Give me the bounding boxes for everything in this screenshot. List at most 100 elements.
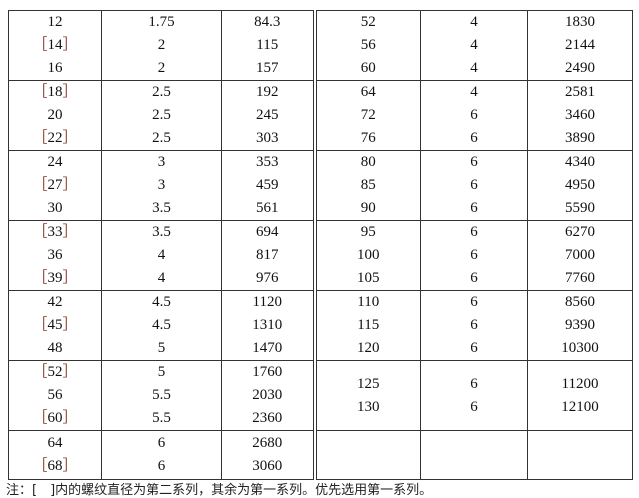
area-value: 157 xyxy=(256,60,279,76)
diameter-value: 100 xyxy=(357,247,380,263)
diameter-value: 130 xyxy=(357,398,380,415)
pitch-value: 2 xyxy=(157,60,166,76)
area-value: 2581 xyxy=(565,84,595,100)
bracket-open: ［ xyxy=(32,224,48,240)
diameter-value: ［60］ xyxy=(9,407,101,430)
right-pitch-cell: 6 6 6 xyxy=(420,220,528,291)
area-value: 245 xyxy=(256,107,279,123)
pitch-value: 6 xyxy=(470,107,478,123)
pitch-value: 6 xyxy=(470,130,478,146)
diameter-value: ［39］ xyxy=(9,267,101,290)
right-pitch-cell: 4 4 4 xyxy=(420,10,528,81)
left-pitch-cell: 2.5 2.5 2.5 xyxy=(101,80,222,151)
bracket-close: ］ xyxy=(62,84,78,100)
diameter-value: 52 xyxy=(360,14,376,30)
right-area-cell: 6270 7000 7760 xyxy=(527,220,633,291)
bracket-open: ［ xyxy=(32,130,48,146)
diameter-text: 52 xyxy=(47,364,63,380)
right-diameter-cell: 80 85 90 xyxy=(314,150,421,221)
diameter-value: 85 xyxy=(360,177,376,193)
pitch-value: 6 xyxy=(157,435,166,451)
diameter-value: 56 xyxy=(47,387,63,403)
diameter-value: 36 xyxy=(47,247,63,263)
pitch-value: 3.5 xyxy=(152,200,171,216)
pitch-value: 6 xyxy=(470,200,478,216)
area-value: 115 xyxy=(256,37,279,53)
right-pitch-cell xyxy=(420,430,528,480)
table-row-group: 24 ［27］ 30 3 3 3.5 353 459 561 80 85 90 6 6 6 4340 4950 5… xyxy=(8,150,633,221)
pitch-value: 2.5 xyxy=(152,107,171,123)
area-value: 2030 xyxy=(252,387,283,403)
bracket-open: ［ xyxy=(32,317,48,333)
pitch-value: 5.5 xyxy=(152,410,171,426)
diameter-value: 64 xyxy=(47,435,63,451)
area-value: 10300 xyxy=(561,340,599,356)
diameter-value: 80 xyxy=(360,154,376,170)
thread-table: 12 ［14］ 16 1.75 2 2 84.3 115 157 52 56 60 4 4 4 1830 214… xyxy=(8,10,633,480)
area-value: 6270 xyxy=(565,224,595,240)
area-value: 4340 xyxy=(565,154,595,170)
pitch-value: 4.5 xyxy=(152,294,171,310)
left-pitch-cell: 5 5.5 5.5 xyxy=(101,360,222,431)
diameter-value: 42 xyxy=(47,294,63,310)
area-value: 1470 xyxy=(252,340,283,356)
diameter-value: ［14］ xyxy=(9,34,101,57)
area-value: 7760 xyxy=(565,270,595,286)
diameter-text: 39 xyxy=(47,270,63,286)
pitch-value: 6 xyxy=(470,270,478,286)
bracket-close: ］ xyxy=(62,224,78,240)
right-area-cell: 11200 12100 xyxy=(527,360,633,431)
area-value: 2144 xyxy=(565,37,595,53)
left-pitch-cell: 3 3 3.5 xyxy=(101,150,222,221)
diameter-value: 110 xyxy=(357,294,380,310)
right-diameter-cell: 125 130 xyxy=(314,360,421,431)
bracket-close: ］ xyxy=(62,458,78,474)
area-value: 4950 xyxy=(565,177,595,193)
bracket-close: ］ xyxy=(62,410,78,426)
pitch-value: 2.5 xyxy=(152,84,171,100)
right-area-cell: 1830 2144 2490 xyxy=(527,10,633,81)
diameter-value: 115 xyxy=(357,317,380,333)
area-value: 303 xyxy=(256,130,279,146)
area-value: 1120 xyxy=(252,294,282,310)
pitch-value: 6 xyxy=(470,154,478,170)
right-area-cell: 2581 3460 3890 xyxy=(527,80,633,151)
left-pitch-cell: 1.75 2 2 xyxy=(101,10,222,81)
area-value: 3460 xyxy=(565,107,595,123)
pitch-value: 4 xyxy=(470,84,478,100)
left-area-cell: 1120 1310 1470 xyxy=(221,290,317,361)
bracket-open: ［ xyxy=(32,84,48,100)
diameter-value: 60 xyxy=(360,60,376,76)
diameter-value: ［22］ xyxy=(9,127,101,150)
area-value: 817 xyxy=(256,247,279,263)
diameter-value: 125 xyxy=(357,375,380,392)
diameter-value: 90 xyxy=(360,200,376,216)
table-row-group: 42 ［45］ 48 4.5 4.5 5 1120 1310 1470 110 115 120 6 6 6 8… xyxy=(8,290,633,361)
pitch-value: 6 xyxy=(470,398,478,415)
diameter-value: 12 xyxy=(47,14,63,30)
area-value: 694 xyxy=(256,224,279,240)
area-value: 12100 xyxy=(561,398,599,415)
left-area-cell: 694 817 976 xyxy=(221,220,317,291)
diameter-value: ［68］ xyxy=(9,455,101,478)
diameter-value: 76 xyxy=(360,130,376,146)
table-row-group: ［33］ 36 ［39］ 3.5 4 4 694 817 976 95 100 105 6 6 6 6270 7… xyxy=(8,220,633,291)
diameter-value: ［33］ xyxy=(9,221,101,244)
left-diameter-cell: 24 ［27］ 30 xyxy=(8,150,102,221)
pitch-value: 6 xyxy=(470,247,478,263)
right-area-cell: 4340 4950 5590 xyxy=(527,150,633,221)
diameter-value: 72 xyxy=(360,107,376,123)
pitch-value: 6 xyxy=(470,340,478,356)
area-value: 353 xyxy=(256,154,279,170)
diameter-value: 16 xyxy=(47,60,63,76)
area-value: 3890 xyxy=(565,130,595,146)
area-value: 2360 xyxy=(252,410,283,426)
right-diameter-cell: 110 115 120 xyxy=(314,290,421,361)
area-value: 1830 xyxy=(565,14,595,30)
pitch-value: 2.5 xyxy=(152,130,171,146)
right-pitch-cell: 6 6 6 xyxy=(420,150,528,221)
left-diameter-cell: ［18］ 20 ［22］ xyxy=(8,80,102,151)
area-value: 192 xyxy=(256,84,279,100)
table-row-group: ［18］ 20 ［22］ 2.5 2.5 2.5 192 245 303 64 72 76 4 6 6 258… xyxy=(8,80,633,151)
